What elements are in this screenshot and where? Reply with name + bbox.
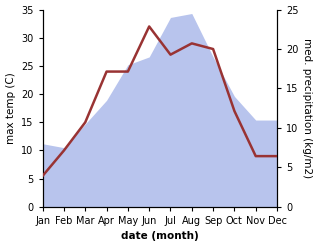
X-axis label: date (month): date (month): [121, 231, 199, 242]
Y-axis label: max temp (C): max temp (C): [5, 72, 16, 144]
Y-axis label: med. precipitation (kg/m2): med. precipitation (kg/m2): [302, 38, 313, 178]
